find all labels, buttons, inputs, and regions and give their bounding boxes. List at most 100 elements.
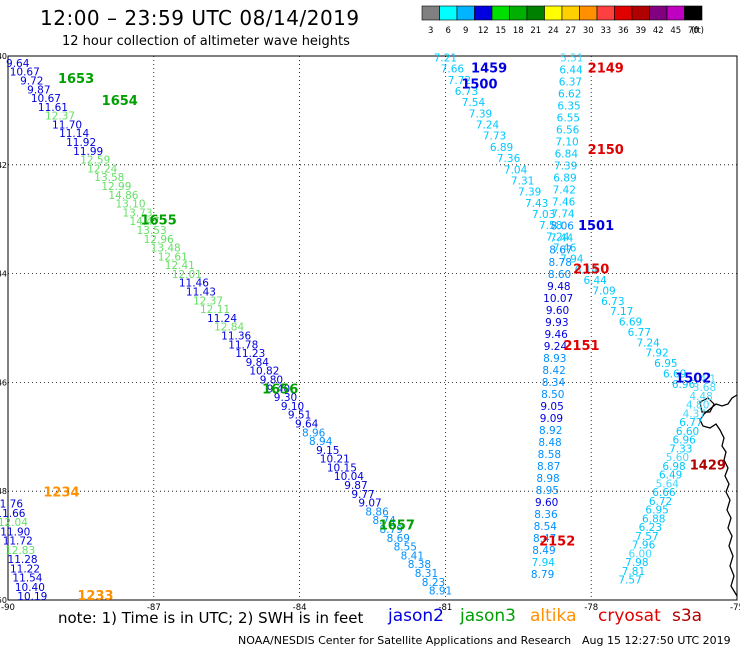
wave-height-value: 7.24 [636,337,660,349]
legend-tick-label: 21 [530,26,541,36]
pass-time-label: 1653 [58,72,94,87]
wave-height-value: 7.92 [645,348,668,360]
wave-height-value: 7.58 [539,220,562,232]
legend-tick-label: 24 [548,26,559,36]
wave-height-value: 6.88 [642,513,665,525]
wave-height-value: 7.39 [469,108,492,120]
wave-height-value: 8.34 [542,377,566,389]
wave-height-value: 9.77 [351,489,374,501]
pass-time-label: 1500 [461,78,497,93]
wave-height-value: 5.64 [656,478,680,490]
wave-height-value: 8.58 [538,449,561,461]
wave-height-value: 12.37 [45,111,75,123]
wave-height-value: 6.49 [659,470,682,482]
wave-height-value: 6.37 [559,76,582,88]
wave-height-value: 8.74 [372,515,396,527]
wave-height-value: 7.39 [518,187,541,199]
wave-height-value: 9.80 [260,374,283,386]
chart-subtitle: 12 hour collection of altimeter wave hei… [62,34,350,49]
wave-height-value: 11.28 [8,554,38,566]
wave-height-value: 7.46 [552,197,576,209]
wave-height-value: 6.23 [639,522,662,534]
wave-height-value: 7.10 [555,137,578,149]
wave-height-value: 11.76 [0,499,23,511]
wave-height-value: 8.06 [551,221,575,233]
wave-height-value: 6.14 [575,265,599,277]
legend-tick-label: 15 [495,26,506,36]
legend-tick-label: 30 [583,26,594,36]
legend-cryosat: cryosat [598,606,661,626]
wave-height-value: 7.24 [476,120,500,132]
wave-height-value: 14.47 [130,216,160,228]
wave-height-value: 11.66 [0,508,26,520]
wave-height-value: 14.86 [108,190,138,202]
wave-height-value: 6.35 [557,101,580,113]
wave-height-value: 6.84 [555,149,579,161]
y-tick-label: 50 [0,596,7,605]
wave-height-value: 7.54 [462,97,486,109]
legend-tick-label: 18 [513,26,524,36]
color-legend: 3 6 9 12 15 18 21 24 27 30 33 36 39 42 45 70(ft) [421,5,704,36]
wave-height-value: 8.47 [533,533,556,545]
wave-height-value: 11.90 [0,526,30,538]
wave-height-value: 11.36 [221,331,251,343]
wave-height-value: 7.21 [434,52,457,64]
wave-height-value: 11.70 [52,119,82,131]
wave-height-value: 11.43 [186,287,216,299]
y-tick-label: 46 [0,378,7,387]
wave-height-value: 10.40 [15,582,45,594]
wave-height-value: 7.03 [532,209,555,221]
wave-height-value: 7.04 [504,164,528,176]
island-outline [699,397,715,413]
wave-height-value: 7.09 [592,285,615,297]
wave-height-value: 7.42 [553,185,576,197]
wave-height-value: 12.37 [193,295,223,307]
wave-height-value: 4.37 [683,408,706,420]
wave-height-value: 7.44 [550,233,574,245]
wave-height-value: 11.46 [179,278,209,290]
wave-height-value: 12.24 [87,163,117,175]
wave-height-value: 8.31 [415,568,438,580]
footnote: note: 1) Time is in UTC; 2) SWH is in fe… [58,609,364,627]
wave-height-value: 9.72 [20,75,43,87]
wave-height-value: 9.15 [316,445,339,457]
wave-height-value: 6.89 [490,142,513,154]
wave-height-value: 9.93 [545,317,568,329]
wave-height-value: 8.87 [537,461,560,473]
wave-height-value: 8.48 [538,437,561,449]
wave-height-value: 13.10 [115,199,145,211]
wave-height-value: 6.96 [672,435,696,447]
wave-height-value: 11.24 [207,313,237,325]
wave-height-value: 4.48 [689,391,712,403]
wave-height-value: 8.50 [541,389,564,401]
wave-height-value: 12.99 [101,181,131,193]
wave-height-value: 13.73 [122,207,152,219]
wave-height-value: 9.05 [540,401,563,413]
wave-height-value: 9.60 [535,497,558,509]
wave-height-value: 11.92 [66,137,96,149]
wave-height-value: 7.43 [525,198,548,210]
y-tick-label: 48 [0,487,7,496]
legend-tick-label: 42 [653,26,664,36]
wave-height-value: 6.98 [662,461,685,473]
wave-height-value: 13.53 [137,225,167,237]
wave-height-value: 7.81 [622,566,645,578]
wave-height-value: 12.61 [158,251,188,263]
legend-tick-label: 70 [688,26,699,36]
wave-height-value: 9.07 [358,498,381,510]
wave-height-value: 8.41 [401,550,424,562]
wave-height-value: 7.46 [553,243,577,255]
legend-tick-label: 39 [635,26,646,36]
legend-jason2: jason2 [388,606,444,626]
wave-height-value: 7.57 [618,575,641,587]
wave-height-value: 7.66 [441,64,465,76]
wave-height-value: 8.79 [380,524,403,536]
chart-title: 12:00 – 23:59 UTC 08/14/2019 [40,6,360,30]
wave-height-value: 6.96 [672,379,696,391]
wave-height-value: 11.78 [228,339,258,351]
wave-height-value: 7.94 [560,254,584,266]
wave-height-value: 9.84 [246,357,270,369]
wave-height-value: 6.69 [663,368,686,380]
wave-height-value: 8.92 [539,425,562,437]
legend-unit: (ft) [691,26,704,36]
